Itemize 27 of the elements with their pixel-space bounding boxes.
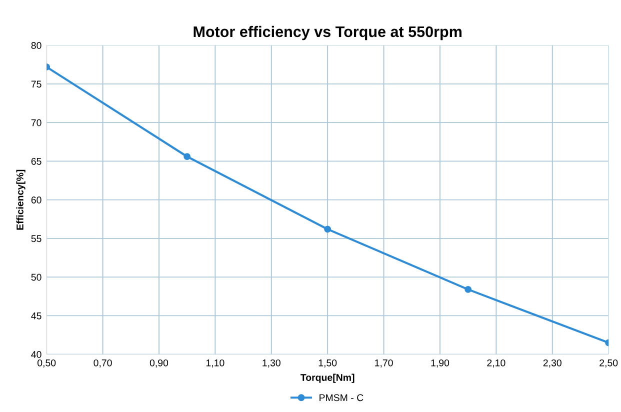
y-axis-title: Efficiency[%] <box>16 170 26 230</box>
x-tick-label: 2,50 <box>600 359 618 368</box>
x-tick-label: 2,10 <box>487 359 506 368</box>
x-tick-label: 1,10 <box>206 359 224 368</box>
x-tick-label: 2,30 <box>543 359 562 368</box>
y-tick-label: 50 <box>31 274 42 281</box>
x-tick-label: 1,90 <box>431 359 450 368</box>
chart-title: Motor efficiency vs Torque at 550rpm <box>194 26 462 40</box>
y-tick-label: 75 <box>31 80 42 88</box>
y-tick-label: 55 <box>31 235 42 242</box>
y-tick-label: 40 <box>31 351 42 358</box>
point <box>324 226 332 233</box>
x-axis-title: Torque[Nm] <box>300 374 354 383</box>
y-tick-label: 45 <box>31 312 42 320</box>
x-tick-label: 0,50 <box>37 359 56 368</box>
y-tick-label: 60 <box>31 196 42 204</box>
y-tick-label: 70 <box>31 119 42 126</box>
point <box>464 286 472 293</box>
x-tick-label: 1,70 <box>375 359 393 368</box>
x-tick-label: 1,50 <box>318 359 337 368</box>
point <box>184 153 191 160</box>
legend-label: PMSM - C <box>320 394 364 402</box>
x-tick-label: 1,30 <box>262 359 280 368</box>
x-tick-label: 0,70 <box>94 359 112 368</box>
y-tick-label: 80 <box>31 42 42 49</box>
y-tick-label: 65 <box>31 158 42 165</box>
x-tick-label: 0,90 <box>150 359 168 368</box>
